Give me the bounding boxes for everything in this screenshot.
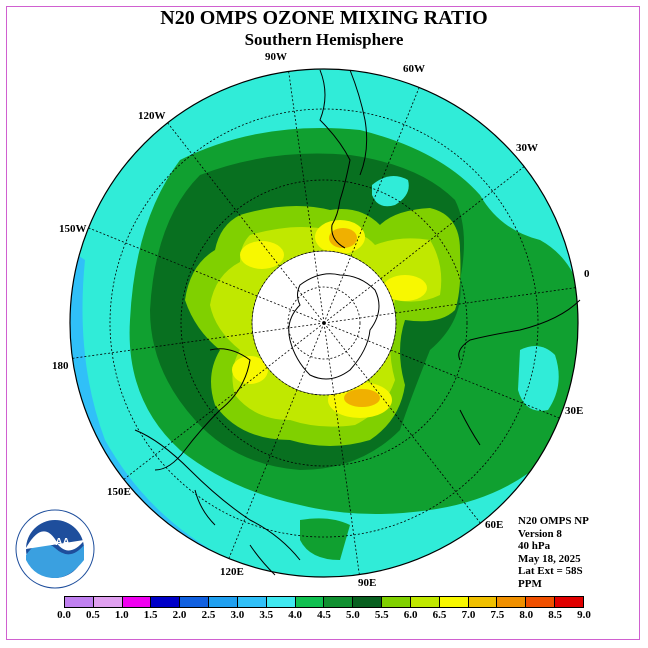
colorbar-swatch [209, 597, 238, 607]
colorbar-tick-label: 8.0 [519, 609, 534, 621]
colorbar-swatch [237, 597, 267, 607]
image-frame [6, 6, 640, 640]
contour-6.5-7.0-a [329, 228, 357, 248]
colorbar-tick-label: 4.0 [288, 609, 302, 621]
colorbar-tick-label: 3.5 [259, 609, 274, 621]
colorbar-tick-label: 0.5 [86, 609, 100, 621]
lon-label-60w: 60W [403, 63, 425, 75]
lon-label-120w: 120W [138, 110, 166, 122]
colorbar-swatch [151, 597, 181, 607]
colorbar-swatch [266, 597, 296, 607]
colorbar-tick-label: 5.5 [374, 609, 389, 621]
madagascar [459, 409, 481, 446]
noaa-logo: NOAA [15, 509, 95, 589]
colorbar-ticks: 0.0 0.5 1.0 1.5 2.0 2.5 3.0 3.5 4.0 4.5 5.0 5.5 6.0 6… [0, 609, 648, 623]
africa-coast [458, 299, 581, 361]
map-boundary [69, 68, 579, 578]
colorbar-tick-label: 7.0 [461, 609, 476, 621]
info-block: N20 OMPS NP Version 8 40 hPa May 18, 202… [518, 515, 589, 591]
contour-6.0-6.5-e [232, 356, 268, 384]
colorbar-swatch [324, 597, 354, 607]
colorbar-tick-label: 2.5 [201, 609, 216, 621]
lon-label-90w: 90W [265, 51, 287, 63]
contour-6.0-6.5-a [240, 241, 284, 269]
cyan-blob-indian-ocean [518, 346, 559, 411]
info-lat-ext: Lat Ext = 58S [518, 565, 583, 578]
lon-label-0: 0 [584, 268, 590, 280]
lon-label-90e: 90E [358, 577, 377, 589]
colorbar-swatch [65, 597, 94, 607]
info-product: N20 OMPS NP [518, 515, 589, 527]
colorbar-swatch [410, 597, 440, 607]
colorbar-tick-label: 5.0 [346, 609, 360, 621]
cyan-blob-south-atlantic [372, 176, 409, 207]
colorbar-swatch [93, 597, 123, 607]
australia-coast-north [154, 348, 251, 471]
info-units: PPM [518, 577, 542, 590]
colorbar-tick-label: 6.0 [403, 609, 418, 621]
colorbar-swatch [555, 597, 583, 607]
contour-6.0-6.5-c [383, 275, 427, 301]
colorbar-swatch [382, 597, 411, 607]
coastlines [134, 69, 581, 576]
ozone-field [70, 69, 578, 577]
colorbar-tick-label: 4.5 [317, 609, 331, 621]
colorbar-swatch [122, 597, 152, 607]
lon-label-150w: 150W [59, 223, 87, 235]
lon-label-30w: 30W [516, 142, 538, 154]
colorbar-tick-label: 0.0 [57, 609, 71, 621]
colorbar-tick-label: 3.0 [230, 609, 245, 621]
latitude-circles [109, 108, 539, 538]
colorbar-swatch [295, 597, 325, 607]
colorbar-tick-label: 6.5 [432, 609, 447, 621]
colorbar-tick-label: 1.5 [143, 609, 158, 621]
south-america-east-coast [349, 69, 368, 176]
info-date: May 18, 2025 [518, 552, 581, 565]
lon-label-30e: 30E [565, 405, 584, 417]
info-level: 40 hPa [518, 540, 551, 553]
colorbar-swatch [353, 597, 383, 607]
colorbar [64, 596, 584, 608]
colorbar-swatch [497, 597, 527, 607]
colorbar-tick-label: 1.0 [114, 609, 129, 621]
info-version: Version 8 [518, 527, 562, 540]
antarctica-coast [288, 273, 380, 380]
lon-label-180: 180 [52, 360, 69, 372]
colorbar-swatch [526, 597, 556, 607]
lon-label-150e: 150E [107, 486, 131, 498]
colorbar-tick-label: 9.0 [577, 609, 591, 621]
south-america-coast [319, 69, 351, 249]
australia-coast-south [134, 429, 301, 561]
colorbar-tick-label: 2.0 [172, 609, 187, 621]
colorbar-tick-label: 7.5 [490, 609, 505, 621]
colorbar-swatch [439, 597, 469, 607]
new-zealand [249, 544, 276, 576]
colorbar-tick-label: 8.5 [548, 609, 562, 621]
noaa-logo-text: NOAA [40, 537, 69, 548]
lon-label-120e: 120E [220, 566, 244, 578]
colorbar-swatch [468, 597, 498, 607]
contour-6.5-7.0-b [344, 389, 380, 407]
map-title: N20 OMPS OZONE MIXING RATIO [160, 7, 488, 29]
green-lobe-south [300, 518, 350, 560]
tasmania [194, 489, 216, 526]
south-pole-point [322, 321, 326, 325]
lon-label-60e: 60E [485, 519, 504, 531]
colorbar-swatch [180, 597, 210, 607]
map-subtitle: Southern Hemisphere [244, 30, 404, 49]
